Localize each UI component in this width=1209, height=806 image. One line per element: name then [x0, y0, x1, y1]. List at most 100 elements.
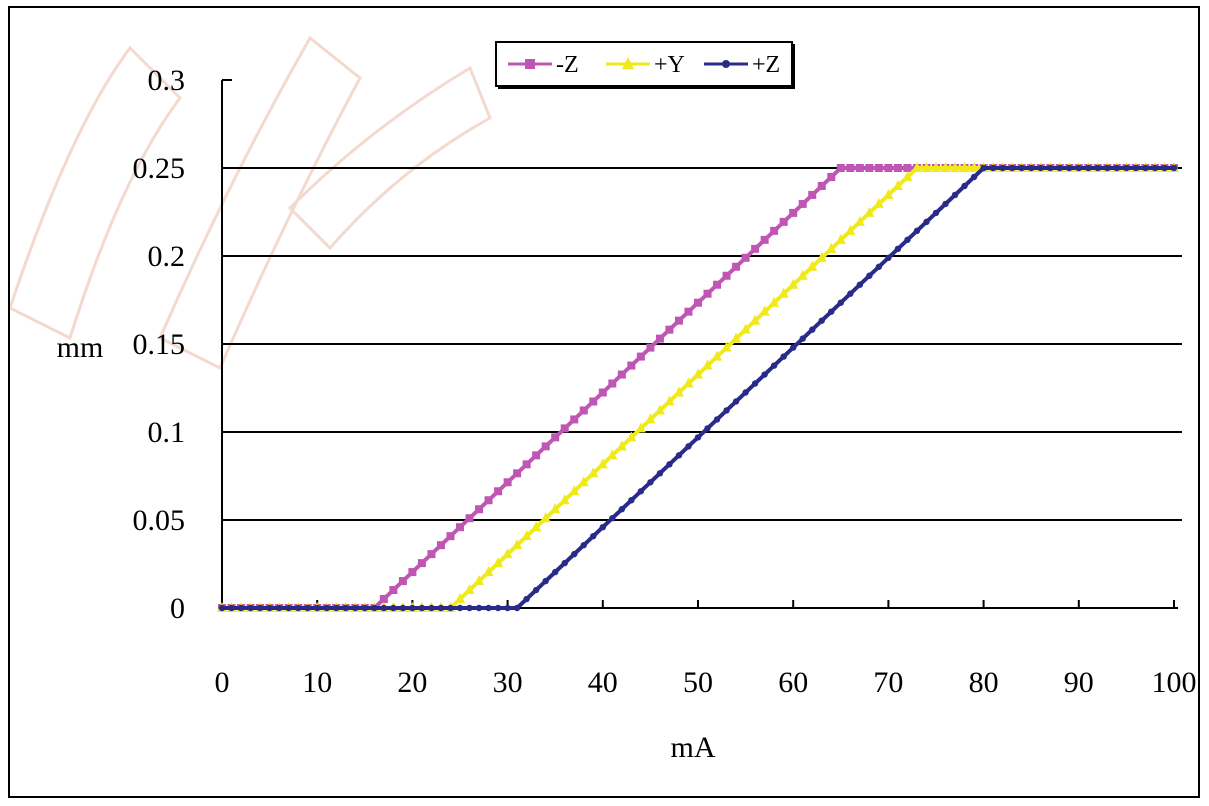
marker	[1056, 164, 1063, 172]
series-2	[218, 164, 1178, 612]
marker	[741, 253, 750, 262]
marker	[1094, 164, 1102, 172]
series-line-2	[222, 166, 1174, 610]
marker	[598, 388, 607, 397]
marker	[559, 494, 570, 505]
marker	[379, 595, 388, 604]
marker	[616, 440, 627, 451]
marker	[247, 604, 254, 612]
marker	[732, 398, 740, 405]
marker	[732, 262, 741, 271]
marker	[675, 452, 683, 459]
marker	[398, 577, 407, 586]
y-tick-label: 0.15	[133, 328, 186, 361]
marker	[874, 164, 883, 172]
marker	[798, 199, 807, 208]
marker	[647, 479, 654, 486]
x-tick-label: 10	[302, 666, 332, 699]
marker	[1075, 164, 1083, 172]
marker	[228, 604, 235, 612]
marker	[855, 164, 864, 172]
marker	[959, 162, 970, 172]
marker	[455, 593, 465, 604]
marker	[512, 539, 523, 550]
marker	[428, 604, 435, 612]
marker	[961, 182, 968, 190]
marker	[731, 332, 742, 343]
marker	[1008, 164, 1016, 172]
gridlines	[222, 167, 1182, 521]
y-tick-label: 0.05	[133, 504, 186, 537]
marker	[923, 218, 930, 226]
marker	[436, 541, 445, 550]
marker	[285, 604, 292, 612]
series-line-1	[222, 166, 1174, 610]
marker	[561, 559, 568, 567]
marker	[333, 604, 340, 612]
marker	[551, 433, 560, 442]
marker	[540, 512, 551, 523]
marker	[750, 314, 761, 325]
marker	[921, 162, 932, 172]
marker	[408, 568, 417, 577]
marker	[740, 323, 751, 334]
legend-shadow-bottom	[498, 86, 794, 89]
marker	[742, 389, 749, 396]
legend-label: +Y	[654, 52, 685, 78]
marker	[447, 604, 454, 612]
marker	[760, 235, 769, 244]
series-line-0	[222, 166, 1174, 610]
marker	[664, 395, 675, 406]
marker	[588, 467, 599, 478]
marker	[674, 316, 683, 325]
x-tick-label: 100	[1152, 666, 1197, 699]
marker	[1066, 164, 1073, 172]
marker	[902, 170, 913, 181]
marker	[778, 287, 789, 298]
marker	[589, 397, 598, 406]
marker	[484, 496, 493, 505]
marker	[683, 377, 694, 388]
legend-label: +Z	[752, 52, 780, 78]
marker	[1037, 164, 1044, 172]
marker	[779, 217, 788, 226]
marker	[1170, 164, 1178, 172]
marker	[532, 586, 540, 594]
marker	[847, 290, 854, 297]
marker	[940, 162, 951, 172]
marker	[578, 476, 589, 487]
marker	[885, 254, 892, 261]
marker	[570, 415, 579, 424]
marker	[999, 164, 1006, 172]
marker	[770, 226, 779, 235]
x-tick-label: 80	[969, 666, 999, 699]
marker	[655, 334, 664, 343]
marker	[828, 308, 835, 315]
marker	[989, 164, 997, 172]
x-tick-label: 50	[683, 666, 713, 699]
marker	[579, 406, 588, 415]
marker	[304, 604, 311, 612]
marker	[817, 181, 826, 190]
marker	[532, 451, 541, 460]
marker	[1028, 164, 1035, 172]
series-layer	[217, 162, 1179, 612]
marker	[475, 505, 484, 514]
marker	[531, 521, 542, 532]
marker	[608, 379, 617, 388]
marker	[654, 404, 665, 415]
marker	[684, 307, 693, 316]
marker	[513, 469, 522, 478]
marker	[884, 164, 893, 172]
marker	[645, 413, 656, 424]
marker	[550, 503, 561, 514]
marker	[1123, 164, 1130, 172]
chart-frame: 0 10 20 30 40 50 60 70 80 90 100 0 0.05 0.1 0.15 0.2 0.2…	[8, 6, 1200, 798]
marker	[790, 344, 797, 351]
marker	[646, 343, 655, 352]
marker	[951, 191, 959, 199]
legend-item-2: +Z	[704, 52, 780, 78]
marker	[845, 224, 856, 235]
x-tick-label: 0	[215, 666, 230, 699]
marker	[522, 460, 531, 469]
